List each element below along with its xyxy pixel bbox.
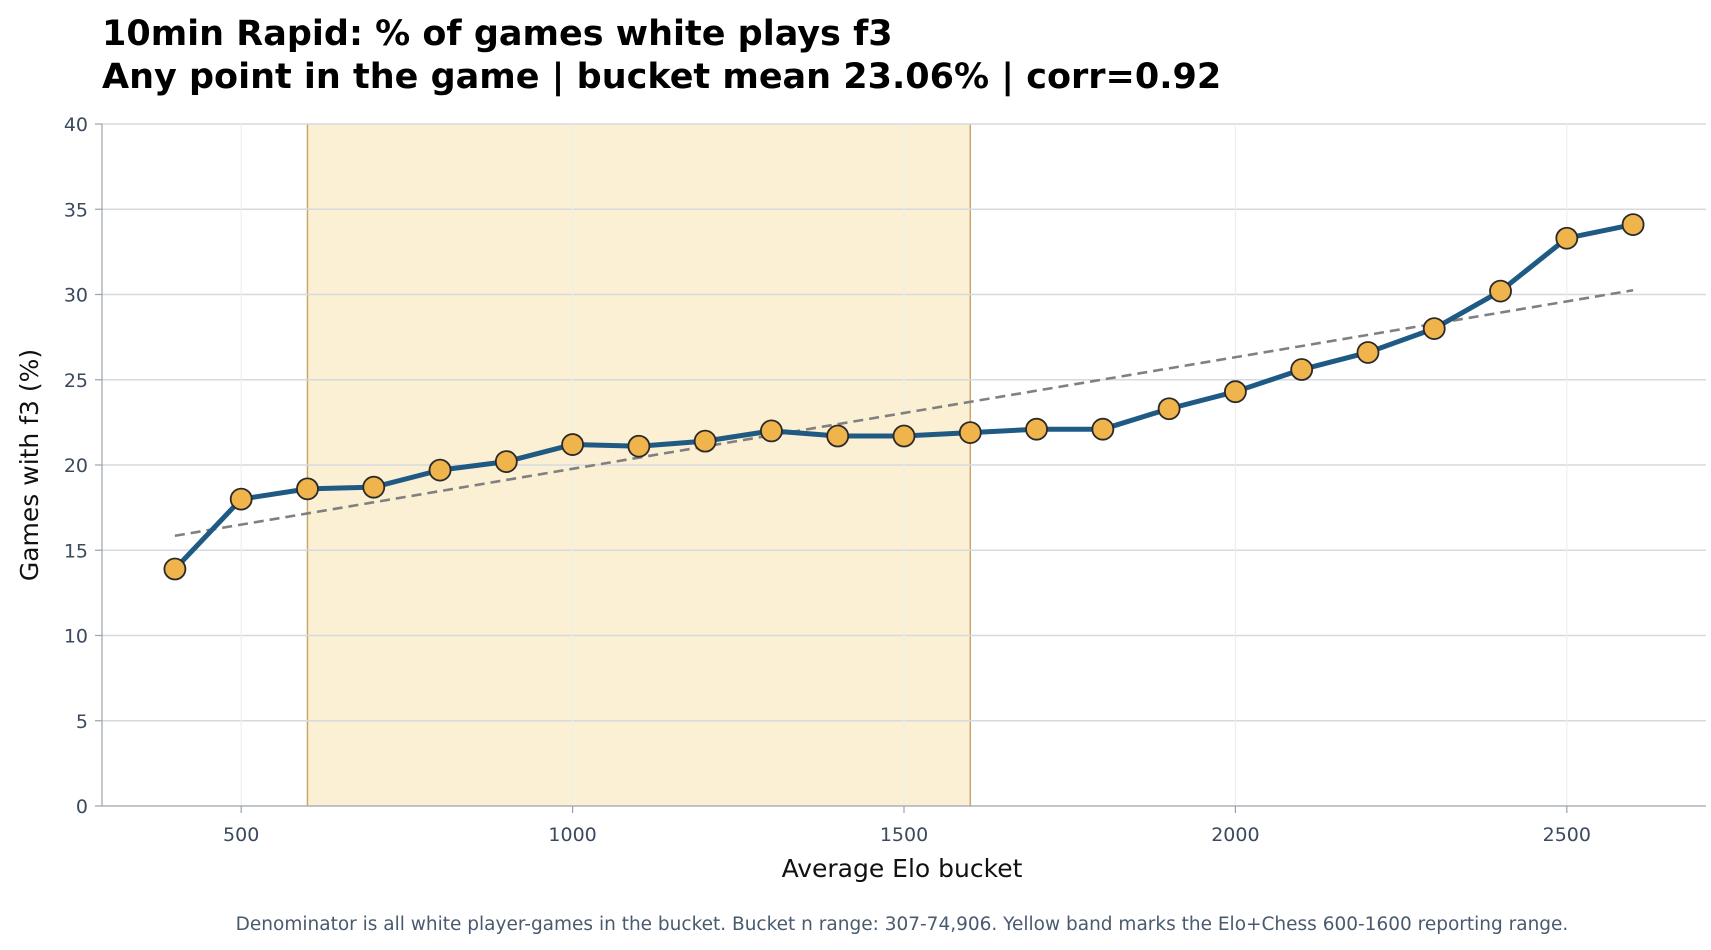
data-point xyxy=(892,424,916,448)
y-tick-label: 20 xyxy=(64,455,88,477)
data-point xyxy=(627,434,651,458)
trendline xyxy=(174,288,1634,538)
data-point xyxy=(163,557,187,581)
data-point xyxy=(1555,226,1579,250)
x-tick-label: 2500 xyxy=(1543,824,1591,846)
data-point xyxy=(296,477,319,501)
data-point xyxy=(1157,397,1181,421)
data-point xyxy=(958,421,982,445)
trendline-layer xyxy=(174,288,1634,538)
data-point xyxy=(693,429,717,453)
x-tick-label: 1000 xyxy=(548,824,596,846)
x-tick-label: 500 xyxy=(223,824,259,846)
data-point xyxy=(1356,341,1380,364)
data-point xyxy=(826,424,850,448)
data-point xyxy=(229,487,253,511)
chart-subtitle: Any point in the game | bucket mean 23.0… xyxy=(102,57,1221,97)
data-point xyxy=(1489,279,1512,303)
data-point xyxy=(1091,417,1115,441)
data-point xyxy=(561,433,584,456)
y-tick-label: 25 xyxy=(64,370,88,392)
footnote: Denominator is all white player-games in… xyxy=(236,914,1569,935)
data-point xyxy=(1224,380,1247,404)
data-point xyxy=(1621,213,1645,236)
y-tick-label: 30 xyxy=(64,285,88,307)
data-point xyxy=(494,450,518,473)
x-tick-label: 2000 xyxy=(1211,824,1259,846)
tick-label-layer: 0 5 10 15 20 25 30 35 40 500 1000 1500 2000 2500 xyxy=(64,114,1591,846)
grid-layer xyxy=(102,123,1706,806)
y-tick-label: 5 xyxy=(76,711,88,733)
x-tick-label: 1500 xyxy=(880,824,928,846)
y-tick-label: 35 xyxy=(64,199,88,221)
data-point xyxy=(1422,317,1446,341)
axes-layer xyxy=(95,123,1706,813)
y-tick-label: 40 xyxy=(64,114,88,136)
x-axis-label: Average Elo bucket xyxy=(782,854,1023,883)
chart-title: 10min Rapid: % of games white plays f3 xyxy=(102,14,893,54)
y-tick-label: 10 xyxy=(64,626,88,648)
y-tick-label: 15 xyxy=(64,540,88,562)
y-axis-label: Games with f3 (%) xyxy=(15,349,44,581)
data-point xyxy=(1025,417,1048,441)
data-point xyxy=(1290,358,1314,381)
data-point xyxy=(362,475,386,499)
series-layer xyxy=(163,213,1645,581)
data-point xyxy=(760,419,783,443)
data-point xyxy=(428,458,452,482)
y-tick-label: 0 xyxy=(76,796,88,818)
